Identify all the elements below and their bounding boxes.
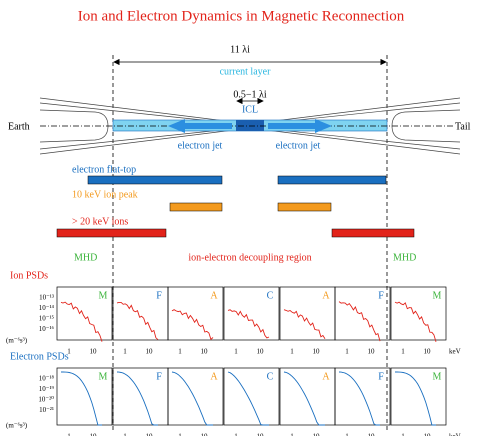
region-bar: [332, 229, 414, 237]
x-tick-label: 1: [234, 433, 238, 436]
x-unit: keV: [449, 348, 461, 356]
x-tick-label: 1: [123, 433, 127, 436]
mhd-label: MHD: [74, 252, 97, 263]
region-label: 10 keV ion peak: [72, 189, 138, 200]
panel-letter: A: [322, 290, 330, 301]
psd-curve: [228, 372, 269, 425]
region-bar: [278, 203, 331, 211]
x-tick-label: 10: [201, 348, 209, 356]
row-label: Electron PSDs: [10, 351, 69, 362]
y-tick-label: 10⁻¹⁹: [39, 385, 55, 393]
mhd-label: MHD: [393, 252, 416, 263]
panel-letter: C: [267, 371, 274, 382]
x-tick-label: 1: [234, 348, 238, 356]
panel-letter: F: [378, 371, 384, 382]
psd-curve: [117, 372, 158, 425]
region-bar: [170, 203, 222, 211]
x-tick-label: 10: [90, 348, 98, 356]
x-tick-label: 1: [345, 433, 349, 436]
panel-letter: M: [99, 290, 108, 301]
psd-curve: [395, 372, 436, 425]
row-label: Ion PSDs: [10, 270, 48, 281]
jet-label: electron jet: [276, 140, 321, 151]
icl-width: 0.5−1 λi: [233, 89, 266, 100]
y-tick-label: 10⁻¹⁸: [39, 375, 55, 383]
psd-curve: [284, 310, 325, 339]
x-tick-label: 10: [424, 348, 432, 356]
x-tick-label: 1: [67, 433, 71, 436]
layer-label: current layer: [220, 66, 271, 77]
region-bar: [278, 176, 386, 184]
panel-letter: M: [433, 371, 442, 382]
panel-letter: F: [156, 371, 162, 382]
icl-bar: [236, 120, 264, 131]
psd-curve: [339, 302, 380, 342]
region-label: > 20 keV ions: [72, 216, 128, 227]
x-tick-label: 1: [401, 348, 405, 356]
layer-width: 11 λi: [230, 44, 250, 55]
title: Ion and Electron Dynamics in Magnetic Re…: [78, 8, 405, 24]
x-tick-label: 1: [178, 433, 182, 436]
icl-label: ICL: [242, 104, 258, 115]
earth-label: Earth: [8, 121, 30, 132]
x-tick-label: 10: [90, 433, 98, 436]
region-bar: [57, 229, 166, 237]
psd-curve: [61, 372, 102, 425]
x-tick-label: 10: [368, 348, 376, 356]
panel-letter: A: [210, 371, 218, 382]
x-tick-label: 1: [401, 433, 405, 436]
panel-letter: F: [156, 290, 162, 301]
unit-label: (m⁻⁶s³): [6, 422, 28, 430]
x-tick-label: 1: [290, 433, 294, 436]
panel-letter: C: [267, 290, 274, 301]
x-tick-label: 1: [123, 348, 127, 356]
x-unit: keV: [449, 433, 461, 436]
psd-curve: [172, 372, 213, 425]
y-tick-label: 10⁻¹⁶: [39, 325, 55, 333]
region-bar: [88, 176, 222, 184]
x-tick-label: 10: [257, 348, 265, 356]
panel-letter: M: [99, 371, 108, 382]
x-tick-label: 10: [201, 433, 209, 436]
region-label: electron flat-top: [72, 164, 136, 175]
x-tick-label: 1: [345, 348, 349, 356]
y-tick-label: 10⁻²¹: [39, 406, 54, 414]
x-tick-label: 10: [146, 433, 154, 436]
x-tick-label: 10: [368, 433, 376, 436]
x-tick-label: 1: [67, 348, 71, 356]
x-tick-label: 1: [290, 348, 294, 356]
x-tick-label: 10: [313, 348, 321, 356]
psd-curve: [117, 302, 158, 339]
x-tick-label: 1: [178, 348, 182, 356]
decoupling-label: ion-electron decoupling region: [188, 252, 311, 263]
x-tick-label: 10: [313, 433, 321, 436]
x-tick-label: 10: [257, 433, 265, 436]
psd-curve: [395, 302, 436, 342]
jet-label: electron jet: [178, 140, 223, 151]
panel-letter: A: [322, 371, 330, 382]
y-tick-label: 10⁻²⁰: [38, 396, 54, 404]
unit-label: (m⁻⁶s³): [6, 337, 28, 345]
panel-letter: M: [433, 290, 442, 301]
psd-curve: [172, 310, 213, 340]
y-tick-label: 10⁻¹⁵: [39, 315, 55, 323]
tail-label: Tail: [455, 121, 471, 132]
psd-curve: [228, 310, 269, 338]
panel-letter: A: [210, 290, 218, 301]
psd-curve: [284, 372, 325, 425]
psd-curve: [339, 372, 380, 425]
panel-letter: F: [378, 290, 384, 301]
x-tick-label: 10: [424, 433, 432, 436]
figure: Ion and Electron Dynamics in Magnetic Re…: [0, 0, 483, 436]
y-tick-label: 10⁻¹³: [39, 294, 54, 302]
x-tick-label: 10: [146, 348, 154, 356]
psd-curve: [61, 302, 102, 342]
y-tick-label: 10⁻¹⁴: [39, 304, 55, 312]
